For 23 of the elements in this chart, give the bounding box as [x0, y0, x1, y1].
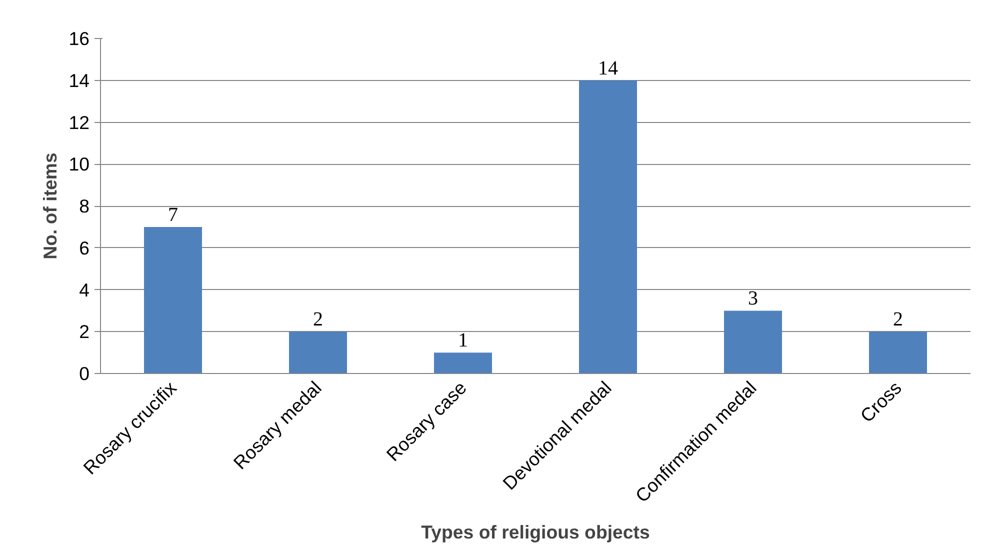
data-label: 3	[748, 288, 758, 310]
y-tick-label: 16	[68, 28, 90, 49]
y-tick-label: 10	[68, 154, 90, 175]
y-tick-label: 0	[79, 363, 90, 384]
y-axis-title: No. of items	[40, 152, 61, 260]
bar	[434, 352, 492, 374]
bar	[869, 332, 927, 374]
bar	[724, 310, 782, 374]
y-tick-label: 4	[79, 279, 90, 300]
y-tick-label: 2	[79, 321, 90, 342]
data-label: 14	[598, 57, 618, 80]
x-axis-title: Types of religious objects	[421, 522, 650, 543]
data-label: 1	[458, 330, 468, 352]
data-label: 2	[893, 308, 903, 331]
bar	[289, 332, 347, 374]
data-label: 7	[168, 204, 178, 226]
y-tick-label: 8	[79, 196, 90, 216]
bar	[144, 226, 202, 374]
y-tick-label: 12	[68, 112, 90, 133]
y-tick-label: 6	[79, 237, 90, 258]
bar	[579, 80, 637, 374]
data-label: 2	[313, 308, 323, 331]
y-tick-label: 14	[68, 70, 90, 91]
